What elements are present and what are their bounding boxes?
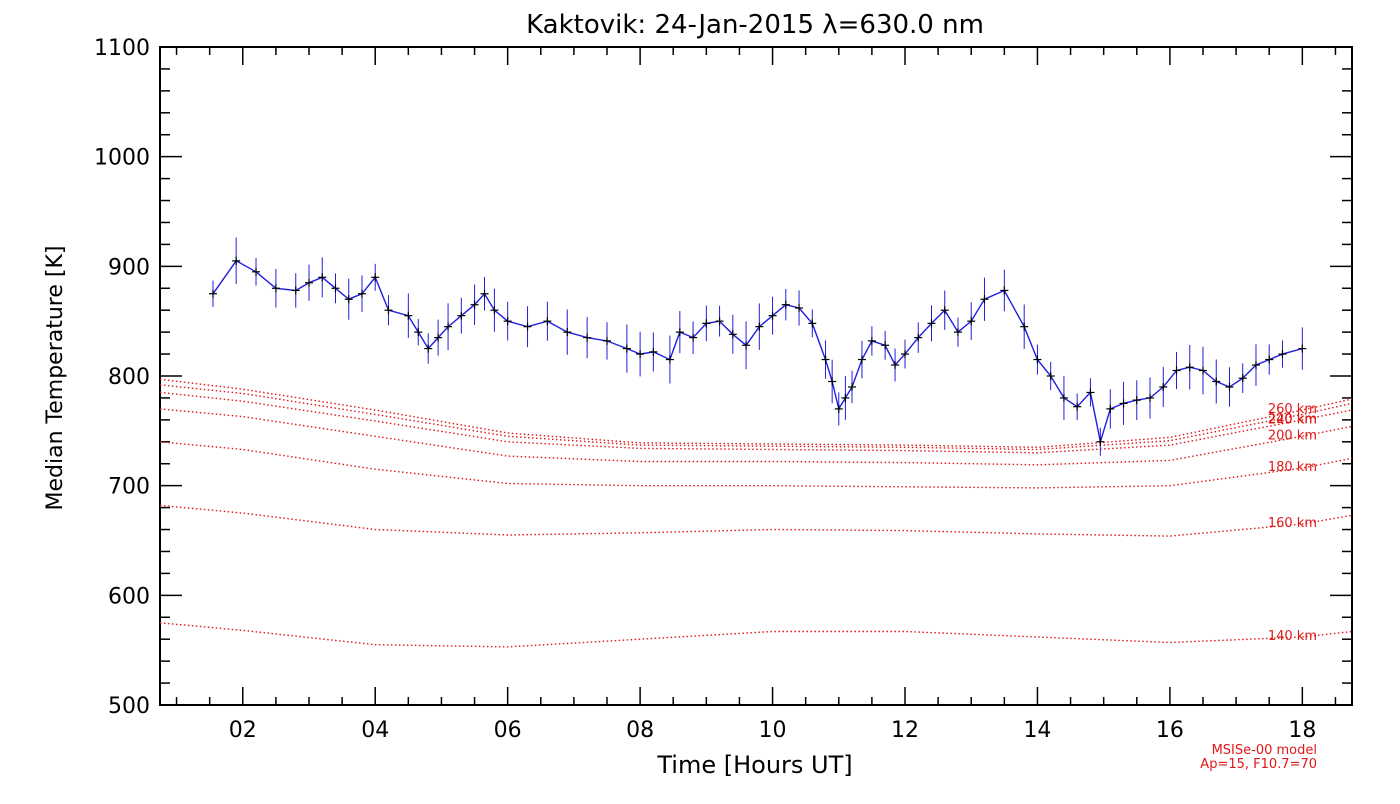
plot-frame — [159, 46, 1353, 706]
model-curve-label: 160 km — [1268, 516, 1317, 531]
model-curve-140km — [159, 622, 1353, 648]
model-curve-160km — [159, 504, 1353, 537]
y-tick-label: 800 — [108, 365, 150, 390]
x-axis-label: Time [Hours UT] — [656, 751, 852, 779]
model-curve-260km — [159, 378, 1353, 449]
measurement-line — [212, 259, 1303, 443]
x-tick-label: 04 — [361, 718, 389, 743]
y-tick-label: 900 — [108, 255, 150, 280]
y-tick-label: 700 — [108, 475, 150, 500]
model-curve-200km — [159, 408, 1353, 466]
model-curve-label: 140 km — [1268, 629, 1317, 644]
x-tick-label: 12 — [891, 718, 919, 743]
x-tick-label: 18 — [1288, 718, 1316, 743]
model-curve-label: 180 km — [1268, 460, 1317, 475]
y-axis-label: Median Temperature [K] — [43, 246, 68, 511]
model-curve-label: 200 km — [1268, 428, 1317, 443]
x-tick-label: 06 — [494, 718, 522, 743]
y-tick-label: 1100 — [94, 36, 150, 61]
chart-title: Kaktovik: 24-Jan-2015 λ=630.0 nm — [526, 10, 984, 40]
plot-area: 02 04 06 08 10 12 14 16 18 500 600 700 800 900 1000 110… — [94, 36, 1353, 743]
x-tick-label: 02 — [229, 718, 257, 743]
x-tick-label: 08 — [626, 718, 654, 743]
model-curve-label: 260 km — [1268, 402, 1317, 417]
model-params-annotation: Ap=15, F10.7=70 — [1200, 757, 1317, 772]
x-tick-label: 14 — [1023, 718, 1051, 743]
model-curve-180km — [159, 441, 1353, 489]
model-annotation: MSISe-00 model — [1212, 743, 1317, 758]
model-curve-label: 220 km — [1268, 412, 1317, 427]
model-curve-240km — [159, 384, 1353, 451]
x-tick-label: 16 — [1156, 718, 1184, 743]
model-curve-label: 240 km — [1268, 412, 1317, 427]
y-tick-label: 500 — [108, 694, 150, 719]
y-tick-label: 600 — [108, 584, 150, 609]
x-tick-label: 10 — [759, 718, 787, 743]
model-curve-220km — [159, 391, 1353, 454]
y-tick-label: 1000 — [94, 146, 150, 171]
